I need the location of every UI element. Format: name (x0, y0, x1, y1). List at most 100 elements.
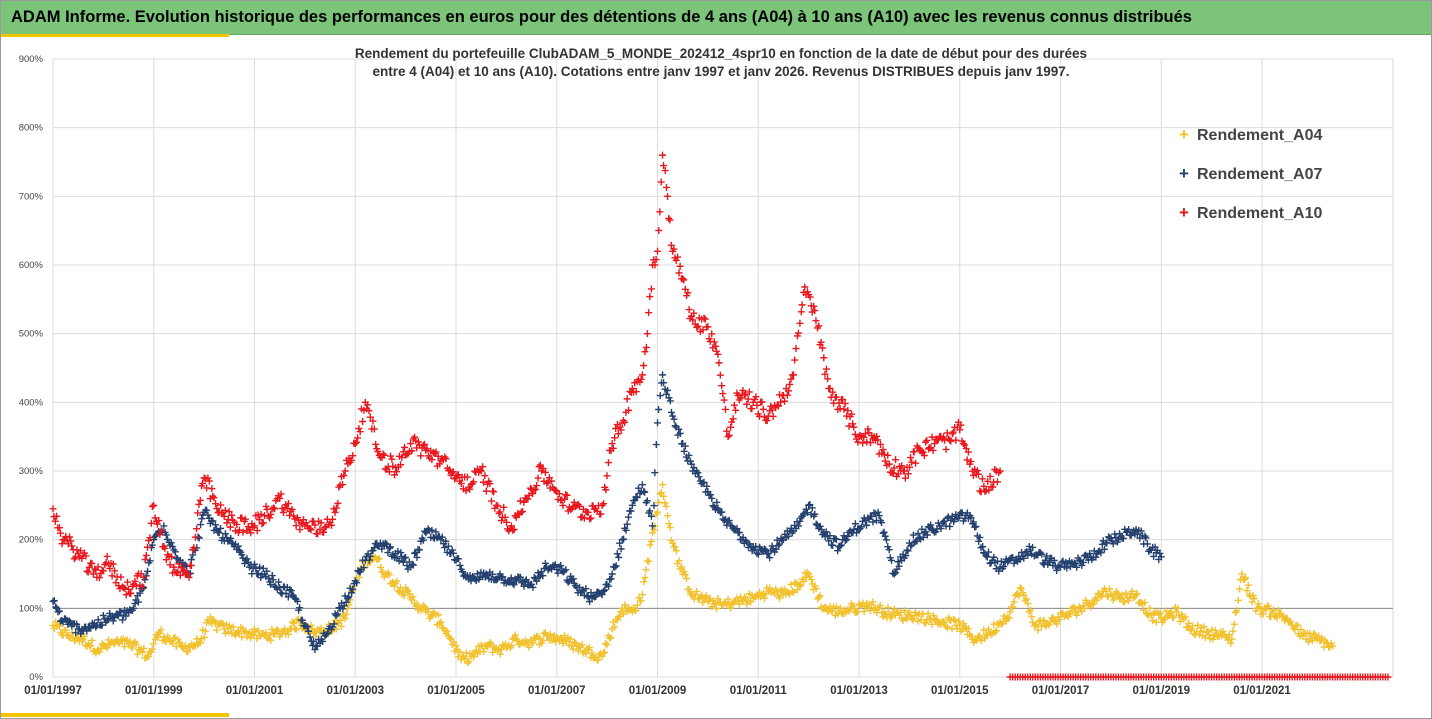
data-point (964, 448, 972, 456)
data-point (378, 545, 386, 553)
data-point (918, 525, 926, 533)
data-point (73, 620, 81, 628)
data-point (665, 215, 673, 223)
data-point (407, 440, 415, 448)
data-point (922, 528, 930, 536)
data-point (628, 501, 636, 509)
data-point (271, 630, 279, 638)
data-point (198, 515, 206, 523)
data-point (760, 413, 768, 421)
data-point (307, 621, 315, 629)
data-point (929, 446, 937, 454)
data-point (930, 611, 938, 619)
data-point (836, 542, 844, 550)
data-point (72, 629, 80, 637)
data-point (679, 275, 687, 283)
data-point (329, 623, 337, 631)
data-point (752, 393, 760, 401)
data-point (681, 571, 689, 579)
data-point (243, 633, 251, 641)
data-point (816, 522, 824, 530)
data-point (1119, 534, 1127, 542)
data-point (150, 501, 158, 509)
data-point (276, 494, 284, 502)
data-point (130, 604, 138, 612)
data-point (132, 640, 140, 648)
data-point (263, 567, 271, 575)
data-point (334, 610, 342, 618)
data-point (193, 525, 201, 533)
data-point (219, 620, 227, 628)
data-point (600, 649, 608, 657)
data-point (671, 422, 679, 430)
data-point (564, 578, 572, 586)
data-point (603, 472, 611, 480)
data-point (659, 481, 667, 489)
data-point (490, 488, 498, 496)
data-point (228, 511, 236, 519)
data-point (948, 430, 956, 438)
data-point (655, 498, 663, 506)
data-point (985, 548, 993, 556)
data-point (436, 619, 444, 627)
data-point (959, 619, 967, 627)
data-point (924, 609, 932, 617)
data-point (365, 556, 373, 564)
data-point (533, 482, 541, 490)
data-point (725, 431, 733, 439)
data-point (627, 507, 635, 515)
data-point (334, 499, 342, 507)
data-point (413, 600, 421, 608)
data-point (199, 479, 207, 487)
data-point (739, 386, 747, 394)
y-tick-label: 600% (19, 260, 44, 271)
y-tick-label: 800% (19, 123, 44, 134)
data-point (1137, 527, 1145, 535)
data-point (1149, 617, 1157, 625)
data-point (638, 481, 646, 489)
y-tick-label: 500% (19, 329, 44, 340)
data-point (548, 477, 556, 485)
data-point (173, 569, 181, 577)
data-point (1025, 542, 1033, 550)
data-point (676, 429, 684, 437)
data-point (311, 521, 319, 529)
data-point (161, 544, 169, 552)
data-point (946, 436, 954, 444)
data-point (650, 526, 658, 534)
data-point (1132, 591, 1140, 599)
data-point (586, 515, 594, 523)
data-point (979, 543, 987, 551)
data-point (1169, 614, 1177, 622)
data-point (693, 323, 701, 331)
data-point (84, 568, 92, 576)
data-point (1124, 596, 1132, 604)
data-point (664, 386, 672, 394)
data-point (111, 567, 119, 575)
plot-border (52, 58, 1394, 678)
data-point (1100, 545, 1108, 553)
data-point (647, 285, 655, 293)
data-point (841, 400, 849, 408)
data-point (142, 551, 150, 559)
data-point (888, 612, 896, 620)
data-point (641, 488, 649, 496)
data-point (807, 576, 815, 584)
data-point (851, 520, 859, 528)
data-point (329, 515, 337, 523)
data-point (176, 571, 184, 579)
data-point (1024, 551, 1032, 559)
data-point (408, 560, 416, 568)
data-point (1264, 602, 1272, 610)
y-tick-label: 0% (29, 672, 43, 683)
data-point (106, 565, 114, 573)
data-point (1075, 556, 1083, 564)
data-point (139, 648, 147, 656)
data-point (332, 504, 340, 512)
data-point (769, 412, 777, 420)
data-point (365, 407, 373, 415)
data-point (461, 655, 469, 663)
data-point (624, 513, 632, 521)
data-point (666, 397, 674, 405)
data-point (661, 499, 669, 507)
